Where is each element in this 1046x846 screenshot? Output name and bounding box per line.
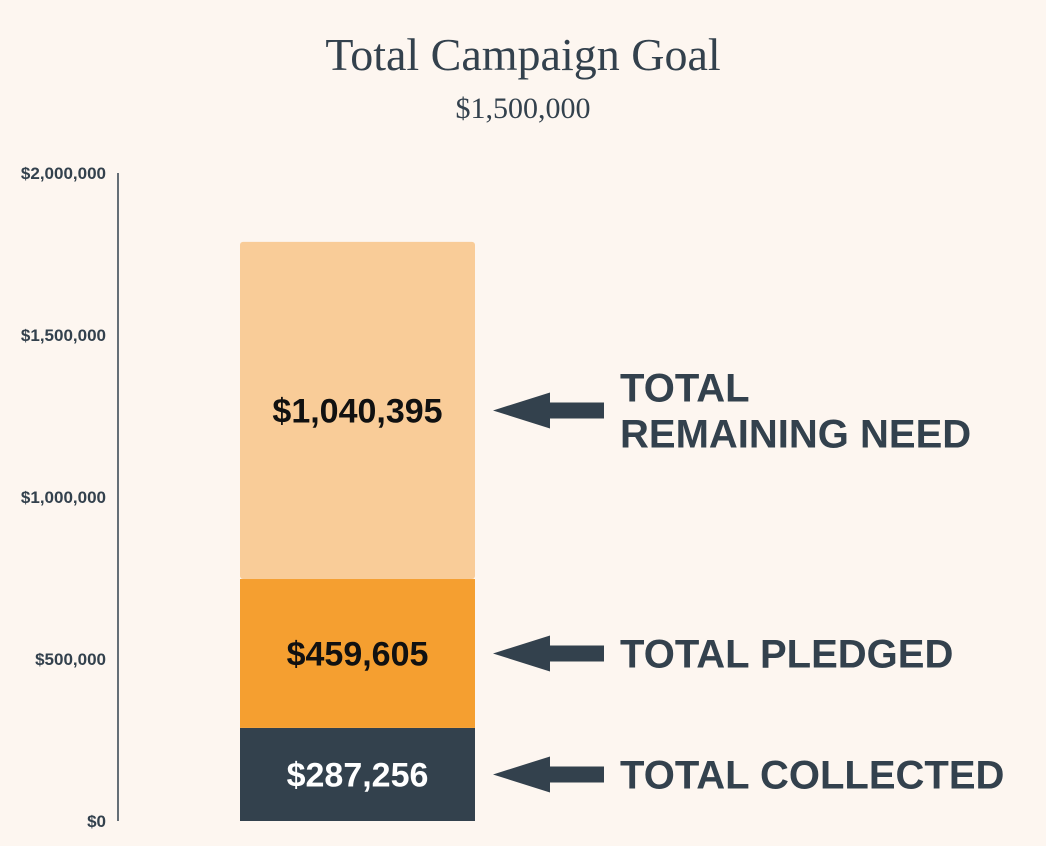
callout-label-pledged: TOTAL PLEDGED xyxy=(620,632,953,676)
bar-segment-pledged xyxy=(240,579,475,728)
bar-value-label-remaining: $1,040,395 xyxy=(272,392,442,430)
y-tick-label: $500,000 xyxy=(35,650,106,669)
bar-value-label-collected: $287,256 xyxy=(287,756,429,794)
bar-segment-remaining xyxy=(240,241,475,580)
callout-label-remaining: REMAINING NEED xyxy=(620,412,971,456)
y-tick-label: $2,000,000 xyxy=(21,164,106,183)
y-tick-label: $0 xyxy=(87,812,106,831)
y-tick-label: $1,500,000 xyxy=(21,326,106,345)
bar-segment-collected xyxy=(240,727,475,821)
callout-arrow-icon-pledged xyxy=(493,635,604,672)
callout-label-collected: TOTAL COLLECTED xyxy=(620,753,1004,797)
callout-label-remaining: TOTAL xyxy=(620,366,750,410)
chart-subtitle: $1,500,000 xyxy=(455,92,591,125)
chart-title: Total Campaign Goal xyxy=(325,29,721,80)
callout-arrow-icon-remaining xyxy=(493,392,604,429)
y-tick-label: $1,000,000 xyxy=(21,488,106,507)
bar-value-label-pledged: $459,605 xyxy=(287,635,429,673)
callout-arrow-icon-collected xyxy=(493,756,604,793)
